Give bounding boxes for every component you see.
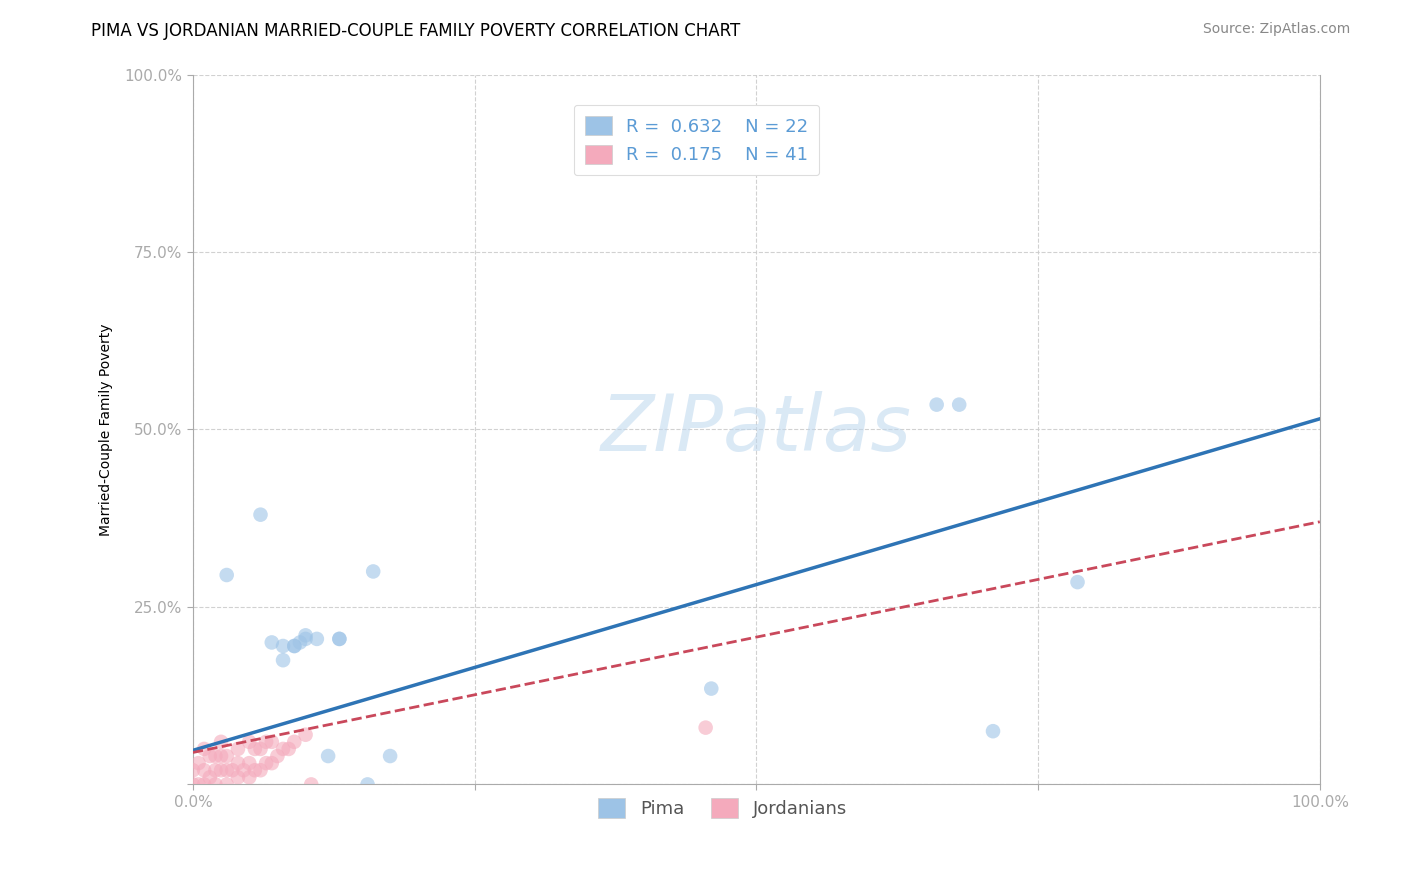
Point <box>209 763 232 777</box>
Point <box>378 749 401 764</box>
Point <box>226 770 249 784</box>
Point <box>260 735 283 749</box>
Point <box>1066 575 1088 590</box>
Point <box>215 749 238 764</box>
Point <box>294 728 316 742</box>
Point <box>283 639 305 653</box>
Point <box>249 763 271 777</box>
Point <box>271 742 294 756</box>
Point <box>238 756 260 771</box>
Point <box>328 632 350 646</box>
Point <box>294 628 316 642</box>
Point <box>299 777 322 791</box>
Point <box>288 635 311 649</box>
Point <box>260 756 283 771</box>
Point <box>193 763 215 777</box>
Point <box>925 398 948 412</box>
Point <box>948 398 970 412</box>
Point <box>243 742 266 756</box>
Point <box>226 756 249 771</box>
Point <box>356 777 378 791</box>
Y-axis label: Married-Couple Family Poverty: Married-Couple Family Poverty <box>100 323 114 536</box>
Point <box>305 632 328 646</box>
Point <box>981 724 1004 739</box>
Point <box>193 777 215 791</box>
Point <box>700 681 723 696</box>
Point <box>283 735 305 749</box>
Point <box>181 763 204 777</box>
Point <box>271 639 294 653</box>
Point <box>271 653 294 667</box>
Point <box>277 742 299 756</box>
Point <box>294 632 316 646</box>
Point <box>316 749 339 764</box>
Point <box>249 508 271 522</box>
Point <box>209 735 232 749</box>
Legend: Pima, Jordanians: Pima, Jordanians <box>591 791 853 825</box>
Point <box>238 770 260 784</box>
Point <box>215 763 238 777</box>
Point <box>204 777 226 791</box>
Point <box>254 735 277 749</box>
Point <box>266 749 288 764</box>
Point <box>215 777 238 791</box>
Point <box>181 777 204 791</box>
Point <box>249 742 271 756</box>
Point <box>254 756 277 771</box>
Point <box>221 763 243 777</box>
Point <box>209 749 232 764</box>
Point <box>260 635 283 649</box>
Point <box>695 721 717 735</box>
Point <box>215 568 238 582</box>
Point <box>198 749 221 764</box>
Point <box>187 777 209 791</box>
Text: PIMA VS JORDANIAN MARRIED-COUPLE FAMILY POVERTY CORRELATION CHART: PIMA VS JORDANIAN MARRIED-COUPLE FAMILY … <box>91 22 741 40</box>
Point <box>243 763 266 777</box>
Point <box>198 770 221 784</box>
Point <box>226 742 249 756</box>
Point <box>232 763 254 777</box>
Point <box>328 632 350 646</box>
Point <box>187 756 209 771</box>
Point <box>361 565 384 579</box>
Point <box>283 639 305 653</box>
Point <box>204 763 226 777</box>
Text: ZIPatlas: ZIPatlas <box>600 392 912 467</box>
Point <box>204 749 226 764</box>
Text: Source: ZipAtlas.com: Source: ZipAtlas.com <box>1202 22 1350 37</box>
Point <box>193 742 215 756</box>
Point <box>238 735 260 749</box>
